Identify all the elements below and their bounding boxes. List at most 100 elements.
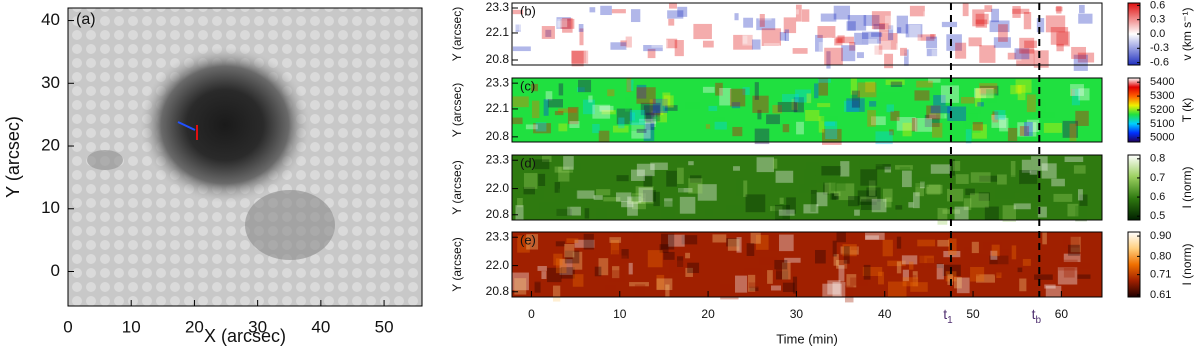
heatmap-texture	[822, 170, 841, 185]
heatmap-texture	[563, 156, 574, 170]
heatmap-texture	[757, 109, 762, 120]
heatmap-texture	[598, 258, 609, 276]
heatmap-texture	[927, 184, 941, 195]
heatmap-texture	[643, 174, 653, 187]
heatmap-texture	[576, 190, 595, 199]
heatmap-texture	[714, 121, 727, 130]
heatmap-texture	[795, 89, 811, 103]
heatmap-texture	[600, 5, 612, 16]
heatmap-texture	[1012, 6, 1021, 18]
heatmap-texture	[960, 108, 981, 114]
panel-label: (e)	[520, 232, 536, 247]
panel-label: (d)	[520, 155, 536, 170]
heatmap-texture	[578, 24, 584, 32]
heatmap-texture	[562, 17, 573, 33]
heatmap-texture	[659, 244, 669, 253]
heatmap-texture	[975, 88, 981, 107]
heatmap-texture	[609, 270, 625, 283]
heatmap-texture	[865, 232, 885, 240]
x-tick-label: 50	[375, 317, 394, 336]
x-axis-label: X (arcsec)	[204, 326, 286, 346]
heatmap-texture	[911, 118, 918, 132]
heatmap-texture	[705, 209, 713, 216]
heatmap-texture	[778, 209, 795, 216]
y-tick-label: 23.3	[486, 75, 510, 89]
heatmap-texture	[848, 196, 860, 207]
heatmap-texture	[726, 205, 744, 213]
heatmap-texture	[1034, 274, 1053, 280]
heatmap-texture	[514, 278, 527, 295]
marker-subscript: 1	[947, 315, 953, 326]
heatmap-texture	[1019, 126, 1030, 136]
heatmap-texture	[834, 191, 841, 197]
heatmap-texture	[872, 40, 891, 57]
y-tick-label: 22.0	[486, 258, 510, 272]
heatmap-texture	[989, 255, 1009, 265]
heatmap-texture	[566, 238, 579, 244]
heatmap-texture	[621, 249, 629, 259]
heatmap-texture	[926, 258, 934, 268]
heatmap-texture	[615, 192, 632, 202]
heatmap-texture	[712, 234, 727, 243]
heatmap-texture	[997, 248, 1009, 267]
heatmap-texture	[775, 170, 794, 183]
heatmap-texture	[624, 97, 630, 112]
heatmap-texture	[663, 95, 674, 108]
heatmap-texture	[861, 31, 881, 44]
heatmap-texture	[979, 85, 999, 96]
heatmap-texture	[690, 175, 702, 183]
panel-label: (c)	[520, 78, 535, 93]
heatmap-texture	[559, 259, 573, 275]
x-tick-label: 40	[878, 307, 892, 321]
heatmap-texture	[854, 32, 869, 45]
heatmap-texture	[975, 87, 995, 99]
x-tick-label: 30	[790, 307, 804, 321]
heatmap-texture	[832, 240, 837, 257]
heatmap-texture	[814, 83, 819, 99]
x-tick-label: 50	[966, 307, 980, 321]
heatmap-texture	[555, 199, 571, 218]
heatmap-texture	[1062, 236, 1080, 248]
y-tick-label: 23.3	[486, 0, 510, 14]
heatmap-texture	[631, 169, 645, 181]
heatmap-texture	[928, 78, 941, 83]
colorbar	[1127, 154, 1141, 221]
heatmap-texture	[991, 8, 1000, 23]
heatmap-texture	[1024, 40, 1037, 48]
heatmap-texture	[870, 201, 890, 212]
heatmap-texture	[865, 195, 871, 205]
heatmap-texture	[1026, 94, 1036, 113]
heatmap-texture	[596, 208, 607, 220]
heatmap-texture	[866, 187, 881, 202]
heatmap-texture	[703, 46, 713, 53]
heatmap-texture	[1037, 112, 1056, 119]
heatmap-texture	[948, 238, 957, 256]
heatmap-texture	[640, 33, 649, 41]
heatmap-texture	[629, 112, 636, 121]
heatmap-texture	[1073, 54, 1088, 71]
heatmap-texture	[1077, 189, 1083, 201]
heatmap-texture	[641, 5, 646, 12]
heatmap-texture	[752, 95, 769, 113]
heatmap-texture	[1036, 18, 1045, 33]
heatmap-texture	[912, 271, 918, 287]
heatmap-texture	[856, 52, 864, 59]
heatmap-texture	[793, 9, 799, 15]
heatmap-texture	[1075, 205, 1087, 222]
heatmap-texture	[546, 267, 562, 283]
heatmap-texture	[869, 101, 877, 107]
heatmap-texture	[556, 17, 571, 29]
heatmap-texture	[875, 164, 891, 170]
heatmap-texture	[965, 188, 975, 196]
heatmap-texture	[767, 270, 773, 284]
heatmap-texture	[1030, 102, 1046, 114]
heatmap-texture	[784, 29, 789, 41]
heatmap-texture	[679, 196, 696, 214]
heatmap-texture	[899, 166, 911, 178]
heatmap-texture	[1056, 31, 1070, 47]
heatmap-texture	[917, 34, 935, 41]
y-tick-label: 20.8	[486, 52, 510, 66]
colorbar-tick-label: 0.6	[1150, 191, 1165, 203]
heatmap-texture	[754, 82, 759, 100]
colorbar-tick-label: 5400	[1150, 76, 1174, 88]
